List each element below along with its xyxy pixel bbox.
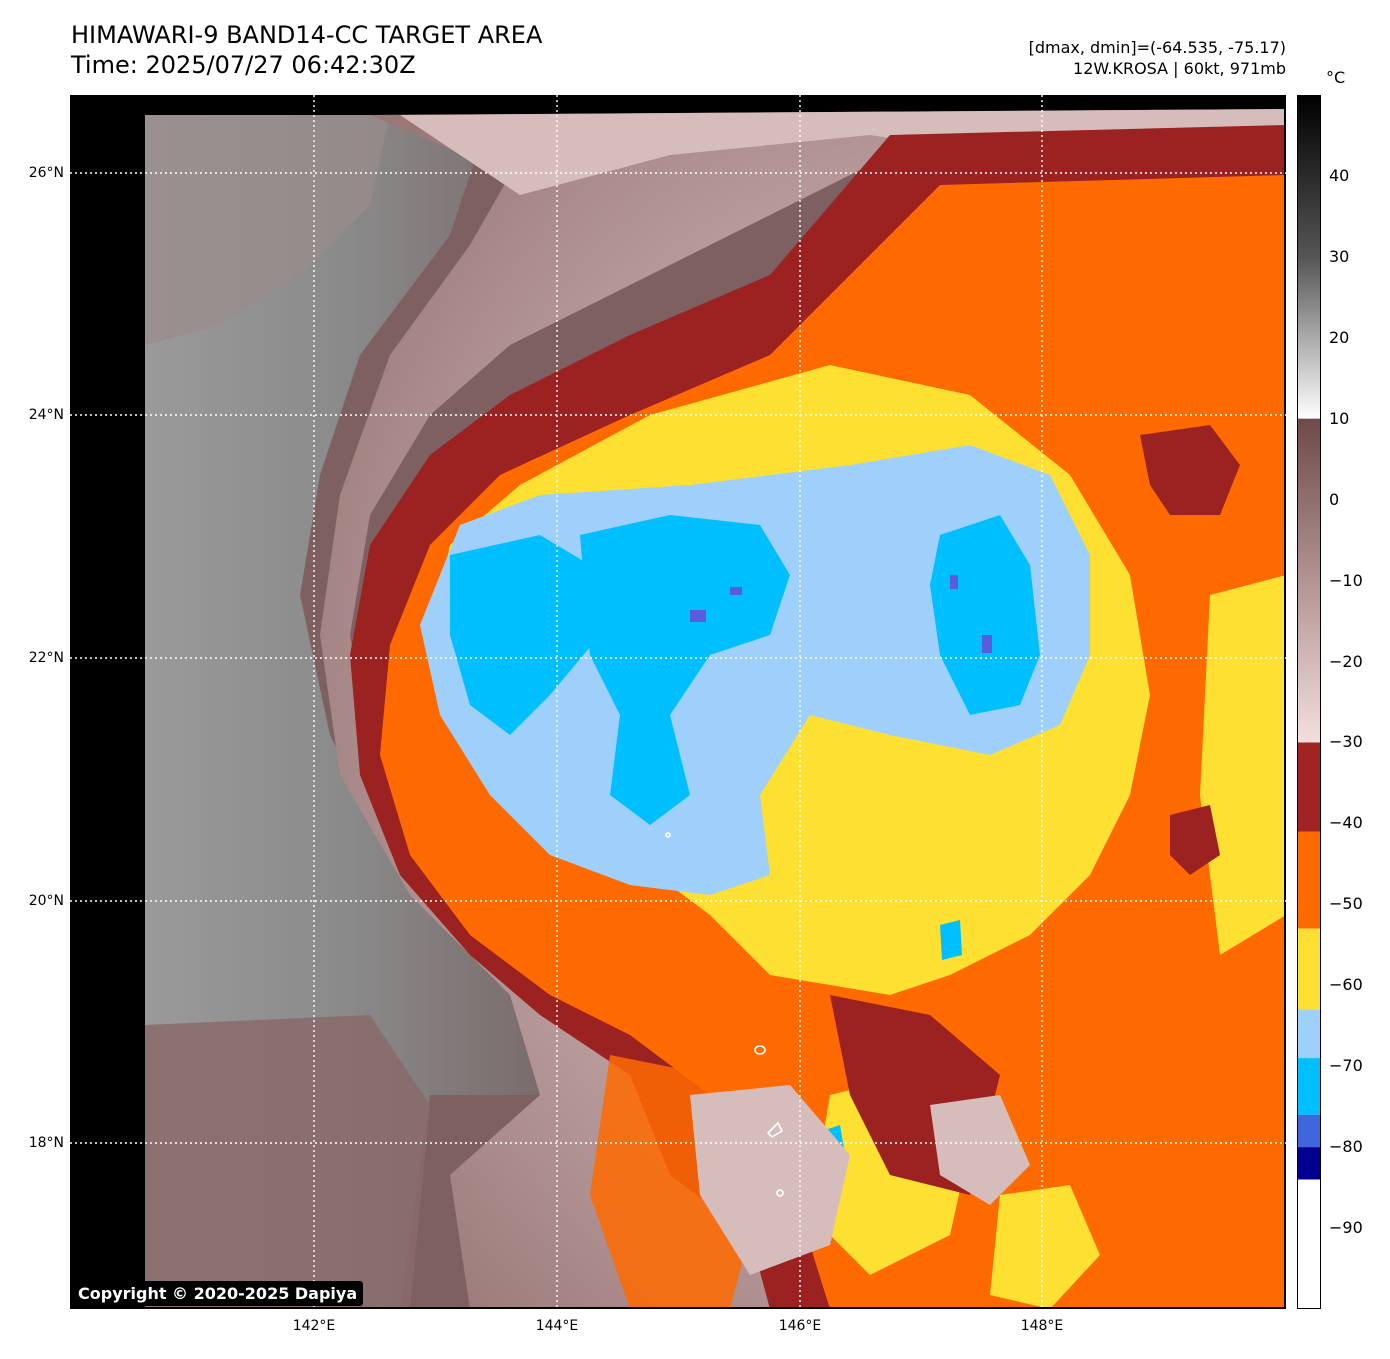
lat-label-22n: 22°N: [28, 650, 64, 666]
violet-pixels-1: [690, 610, 706, 622]
colorbar-tick-label: −20: [1329, 651, 1363, 671]
island-outlines: [665, 832, 784, 1197]
yellow-patch-east: [1200, 575, 1286, 955]
colorbar-band: [1297, 831, 1321, 929]
lat-label-24n: 24°N: [28, 407, 64, 423]
colorbar-tick-label: −50: [1329, 894, 1363, 914]
violet-pixels-2: [730, 587, 742, 595]
clear-sky-west: [145, 115, 550, 1309]
island-1: [754, 1045, 766, 1055]
colorbar-frame: [1297, 95, 1321, 1309]
cyan-core-east: [930, 515, 1040, 715]
pink-texture-se: [930, 1095, 1030, 1205]
colorbar-tick-label: 40: [1329, 165, 1350, 185]
map-frame: [70, 95, 1286, 1309]
dark-cloud-sw: [145, 1015, 430, 1309]
copyright-label: Copyright © 2020-2025 Dapiya: [72, 1281, 364, 1306]
time-stamp: Time: 2025/07/27 06:42:30Z: [71, 51, 416, 79]
lon-label-142e: 142°E: [292, 1318, 336, 1334]
colorbar-band: [1297, 928, 1321, 1010]
colorbar-band: [1297, 742, 1321, 832]
pink-texture-south: [690, 1085, 850, 1275]
island-2: [766, 1121, 784, 1139]
colorbar-tick-label: 30: [1329, 246, 1350, 266]
colorbar-tick-label: −30: [1329, 732, 1363, 752]
colorbar-tick-label: 0: [1329, 489, 1340, 509]
colorbar-tick-label: −40: [1329, 813, 1363, 833]
cirrus-band-north: [400, 109, 1286, 195]
no-data-top: [145, 95, 1286, 115]
colorbar-grey-gradient: [1297, 95, 1321, 419]
storm-info-text: 12W.KROSA | 60kt, 971mb: [1073, 59, 1286, 78]
violet-pixels-3: [950, 575, 958, 589]
colorbar-tick-label: −60: [1329, 975, 1363, 995]
no-data-strip: [70, 95, 145, 1309]
colorbar-tick-label: 10: [1329, 408, 1350, 428]
red-blotch-ne: [1140, 425, 1240, 515]
colorbar-tick-label: −70: [1329, 1056, 1363, 1076]
chart-title: HIMAWARI-9 BAND14-CC TARGET AREA: [71, 21, 543, 49]
lon-label-144e: 144°E: [535, 1318, 579, 1334]
island-4: [665, 832, 671, 838]
violet-pixels-4: [982, 635, 992, 653]
island-3: [776, 1189, 784, 1197]
gridlines: [70, 95, 1286, 1309]
colorbar-brown-gradient: [1297, 418, 1321, 743]
lat-label-18n: 18°N: [28, 1135, 64, 1151]
red-blotch-east: [1170, 805, 1220, 875]
lon-label-146e: 146°E: [778, 1318, 822, 1334]
colorbar-tick-label: −80: [1329, 1137, 1363, 1157]
colorbar-band: [1297, 1179, 1321, 1309]
colorbar-band: [1297, 1114, 1321, 1148]
satellite-map: [70, 95, 1286, 1309]
lat-label-26n: 26°N: [28, 165, 64, 181]
temperature-range-text: [dmax, dmin]=(-64.535, -75.17): [1028, 38, 1286, 57]
colorbar-band: [1297, 1009, 1321, 1059]
temperature-colorbar: [1297, 95, 1321, 1309]
colorbar-tick-label: −90: [1329, 1218, 1363, 1238]
cyan-speck-south: [940, 920, 962, 960]
lon-label-148e: 148°E: [1020, 1318, 1064, 1334]
colorbar-band: [1297, 1058, 1321, 1115]
colorbar-tick-label: −10: [1329, 570, 1363, 590]
cyan-core-west: [450, 535, 600, 735]
colorbar-unit: °C: [1326, 68, 1346, 87]
lat-label-20n: 20°N: [28, 893, 64, 909]
yellow-patch-se: [990, 1185, 1100, 1309]
colorbar-tick-label: 20: [1329, 327, 1350, 347]
colorbar-band: [1297, 1147, 1321, 1180]
